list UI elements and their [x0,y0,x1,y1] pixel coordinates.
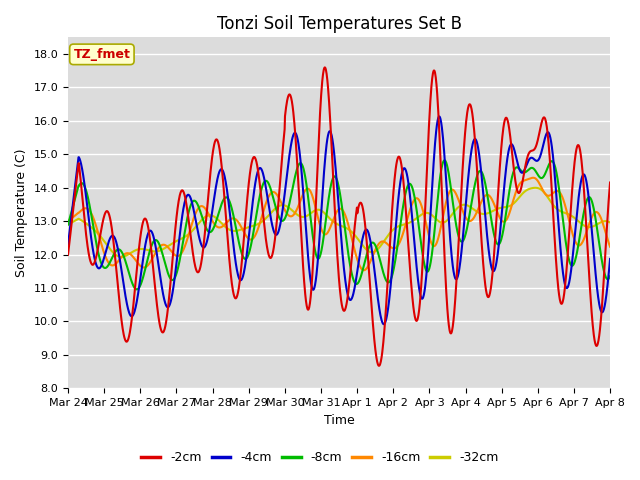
Line: -4cm: -4cm [68,117,610,324]
-2cm [315,131,323,137]
-8cm [306,206,314,212]
-16cm [373,244,381,250]
-4cm [380,321,388,327]
-32cm [64,222,72,228]
Line: -32cm: -32cm [68,188,610,257]
-2cm [128,314,136,320]
-2cm [321,64,328,70]
-2cm [373,357,381,363]
Y-axis label: Soil Temperature (C): Soil Temperature (C) [15,149,28,277]
-8cm [128,280,136,286]
-32cm [106,246,114,252]
-32cm [129,249,136,255]
-4cm [128,313,136,319]
-4cm [315,243,323,249]
-2cm [106,215,114,221]
-32cm [531,185,539,191]
Text: TZ_fmet: TZ_fmet [74,48,131,61]
-4cm [64,242,72,248]
Legend: -2cm, -4cm, -8cm, -16cm, -32cm: -2cm, -4cm, -8cm, -16cm, -32cm [136,446,504,469]
-4cm [606,256,614,262]
-8cm [440,157,448,163]
-8cm [373,246,381,252]
-8cm [316,255,323,261]
-32cm [373,247,381,253]
X-axis label: Time: Time [324,414,355,427]
-8cm [64,222,72,228]
-16cm [128,253,136,259]
Line: -16cm: -16cm [68,178,610,270]
-16cm [529,175,537,180]
-2cm [606,180,614,185]
-4cm [294,138,302,144]
-32cm [306,211,314,217]
-32cm [606,219,614,225]
-8cm [133,287,141,292]
Line: -2cm: -2cm [68,67,610,366]
-8cm [294,163,302,168]
-16cm [360,267,367,273]
-4cm [305,266,313,272]
-4cm [436,114,444,120]
Line: -8cm: -8cm [68,160,610,289]
-16cm [106,262,114,267]
-16cm [294,204,302,210]
-2cm [64,252,72,257]
-4cm [372,285,380,290]
Title: Tonzi Soil Temperatures Set B: Tonzi Soil Temperatures Set B [216,15,461,33]
-16cm [315,219,323,225]
-32cm [316,207,323,213]
-8cm [106,259,114,265]
-16cm [64,218,72,224]
-8cm [606,273,614,279]
-4cm [106,236,114,241]
-16cm [305,187,313,192]
-2cm [375,363,383,369]
-2cm [305,304,313,310]
-16cm [606,244,614,250]
-32cm [294,213,302,218]
-2cm [294,174,302,180]
-32cm [117,254,125,260]
